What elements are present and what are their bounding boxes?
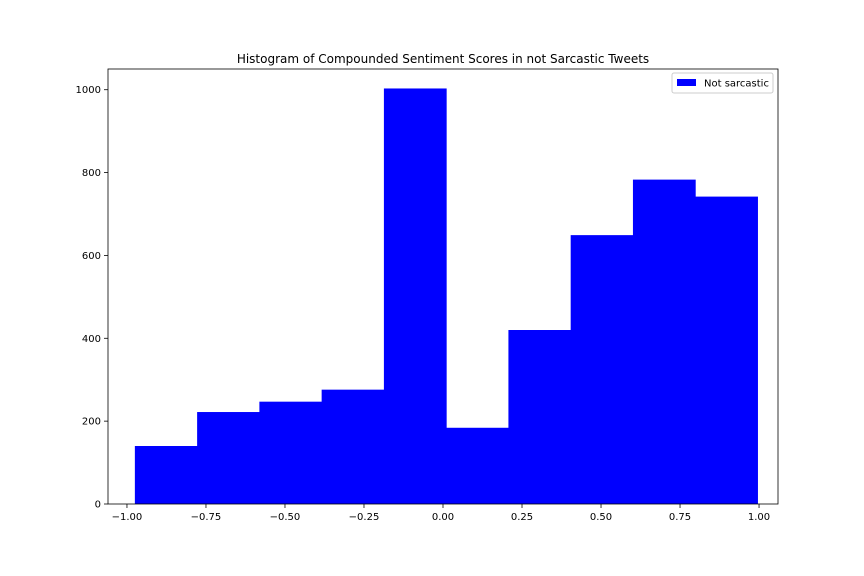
x-tick-label: 0.00 xyxy=(432,512,454,523)
chart-title: Histogram of Compounded Sentiment Scores… xyxy=(237,52,649,66)
histogram-bar xyxy=(383,88,447,504)
x-tick-label: −1.00 xyxy=(112,512,143,523)
histogram-bar xyxy=(446,427,509,504)
histogram-bar xyxy=(570,235,634,504)
histogram-bar xyxy=(259,401,323,504)
x-tick-label: 0.50 xyxy=(590,512,612,523)
legend-label: Not sarcastic xyxy=(704,79,769,90)
y-tick-label: 400 xyxy=(82,334,101,345)
bars-group xyxy=(134,88,758,504)
legend-swatch xyxy=(677,79,696,86)
y-tick-label: 1000 xyxy=(76,85,101,96)
histogram-bar xyxy=(321,389,385,504)
x-tick-label: 0.75 xyxy=(669,512,691,523)
x-axis: −1.00 −0.75 −0.50 −0.25 0.00 0.25 0.50 0.75 1.00 xyxy=(112,504,770,523)
legend-box xyxy=(671,72,774,94)
x-tick-label: 0.25 xyxy=(511,512,533,523)
y-tick-label: 800 xyxy=(82,168,101,179)
histogram-bar xyxy=(632,179,696,504)
x-tick-label: −0.50 xyxy=(270,512,301,523)
legend: Not sarcastic xyxy=(671,72,774,94)
histogram-bar xyxy=(695,196,758,504)
y-tick-label: 0 xyxy=(95,500,101,511)
x-tick-label: 1.00 xyxy=(748,512,770,523)
histogram-bar xyxy=(197,412,260,504)
y-tick-label: 200 xyxy=(82,417,101,428)
x-tick-label: −0.25 xyxy=(349,512,380,523)
histogram-bar xyxy=(508,330,572,504)
histogram-bar xyxy=(134,446,198,504)
x-tick-label: −0.75 xyxy=(191,512,222,523)
y-tick-label: 600 xyxy=(82,251,101,262)
y-axis: 0 200 400 600 800 1000 xyxy=(76,85,108,511)
